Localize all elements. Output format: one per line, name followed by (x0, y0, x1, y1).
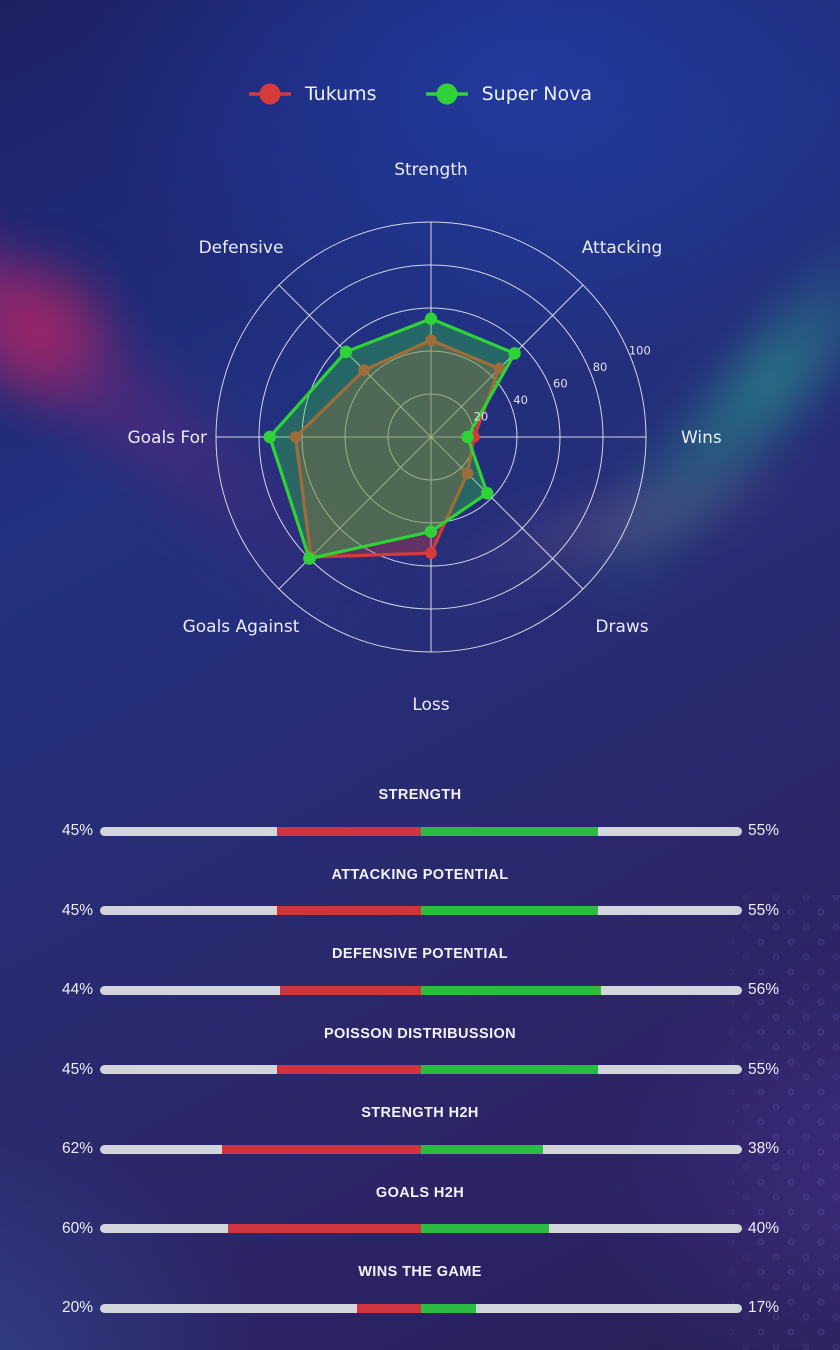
away-bar-segment (421, 1224, 550, 1233)
radar-data-point (424, 525, 438, 538)
comparison-row: POISSON DISTRIBUSSION 45% 55% (0, 1019, 840, 1099)
radar-data-point (424, 312, 438, 325)
radar-axis-spoke (278, 284, 432, 438)
home-percent-label: 60% (61, 1219, 93, 1237)
home-bar-segment (276, 906, 421, 915)
radar-category-label-strength: Strength (394, 160, 468, 180)
radar-data-point (461, 430, 474, 444)
radar-category-label-wins: Wins (681, 428, 722, 448)
radar-tick-label: 60 (553, 376, 568, 390)
radar-chart: 20 40 60 80 100 Strength Attacking Wins Draws Los… (127, 160, 722, 715)
radar-tick-label: 80 (593, 360, 608, 374)
legend-item-super-nova[interactable]: Super Nova (425, 82, 592, 106)
radar-data-point (508, 347, 521, 360)
away-percent-label: 38% (748, 1140, 780, 1157)
bar-track (100, 1303, 742, 1313)
legend-series-marker-icon (425, 83, 468, 105)
bar-track (100, 1144, 742, 1154)
radar-data-point (289, 431, 302, 443)
home-bar-segment (221, 1144, 421, 1154)
radar-data-point (425, 334, 437, 347)
radar-data-point (481, 487, 494, 500)
home-bar-segment (279, 985, 421, 995)
radar-axis-spoke (278, 436, 432, 590)
comparison-row: DEFENSIVE POTENTIAL 44% 56% (0, 939, 840, 1019)
away-bar-segment (421, 906, 598, 915)
radar-category-label-goals-against: Goals Against (183, 617, 300, 637)
comparison-row: WINS THE GAME 20% 17% (0, 1257, 840, 1337)
chart-legend: Tukums Super Nova (0, 82, 840, 106)
bar-title: ATTACKING POTENTIAL (331, 866, 509, 883)
comparison-row: STRENGTH H2H 62% 38% (0, 1098, 840, 1178)
home-bar-segment (356, 1303, 421, 1313)
bar-track (100, 985, 742, 995)
radar-category-label-draws: Draws (595, 617, 648, 637)
bar-title: STRENGTH H2H (361, 1105, 479, 1121)
radar-data-point (263, 430, 276, 444)
radar-area-tukums (295, 340, 500, 558)
away-bar-segment (421, 1144, 543, 1154)
home-bar-segment (276, 1065, 421, 1074)
radar-data-point (425, 547, 437, 559)
home-percent-label: 62% (61, 1140, 93, 1157)
home-percent-label: 45% (61, 822, 93, 839)
radar-category-label-loss: Loss (412, 695, 449, 715)
home-percent-label: 44% (61, 981, 93, 998)
radar-data-point (461, 467, 474, 480)
radar-category-label-attacking: Attacking (582, 238, 663, 258)
away-percent-label: 55% (748, 1060, 780, 1078)
radar-tick-label: 40 (513, 393, 528, 407)
radar-data-point (339, 345, 353, 359)
away-bar-segment (421, 1303, 476, 1313)
bar-title: WINS THE GAME (358, 1264, 482, 1280)
radar-category-label-goals-for: Goals For (127, 428, 207, 448)
radar-data-point (303, 552, 316, 565)
home-percent-label: 20% (61, 1299, 93, 1316)
bar-title: POISSON DISTRIBUSSION (323, 1025, 517, 1042)
away-percent-label: 40% (748, 1219, 780, 1237)
radar-data-point (493, 362, 506, 375)
bar-track (100, 826, 742, 836)
bar-title: GOALS H2H (375, 1184, 465, 1201)
away-percent-label: 55% (748, 822, 780, 839)
legend-item-tukums[interactable]: Tukums (248, 82, 377, 106)
bar-track (100, 906, 742, 915)
radar-tick-label: 20 (474, 409, 489, 423)
comparison-bars-section: STRENGTH 45% 55% ATTACKING POTENTIAL 45% 55% D… (0, 780, 840, 1337)
away-bar-segment (421, 985, 601, 995)
away-bar-segment (421, 826, 598, 836)
away-percent-label: 56% (748, 981, 780, 998)
radar-axis-spoke (430, 284, 584, 438)
legend-label: Super Nova (481, 83, 593, 105)
legend-series-marker-icon (248, 83, 291, 105)
home-percent-label: 45% (61, 901, 93, 919)
radar-data-point (358, 364, 370, 376)
legend-label: Tukums (304, 83, 377, 105)
away-bar-segment (421, 1065, 598, 1074)
radar-category-label-defensive: Defensive (199, 238, 284, 258)
away-percent-label: 55% (748, 901, 780, 919)
home-bar-segment (228, 1224, 421, 1233)
radar-area-super-nova (269, 318, 515, 559)
home-bar-segment (276, 826, 421, 836)
bar-title: DEFENSIVE POTENTIAL (332, 946, 508, 962)
away-percent-label: 17% (748, 1299, 780, 1316)
radar-axis-spoke (430, 436, 584, 590)
radar-tick-label: 100 (629, 344, 651, 358)
comparison-row: GOALS H2H 60% 40% (0, 1178, 840, 1258)
comparison-row: STRENGTH 45% 55% (0, 780, 840, 860)
bar-track (100, 1224, 742, 1233)
home-percent-label: 45% (61, 1060, 93, 1078)
bar-track (100, 1065, 742, 1074)
comparison-row: ATTACKING POTENTIAL 45% 55% (0, 860, 840, 940)
bar-title: STRENGTH (378, 787, 462, 803)
